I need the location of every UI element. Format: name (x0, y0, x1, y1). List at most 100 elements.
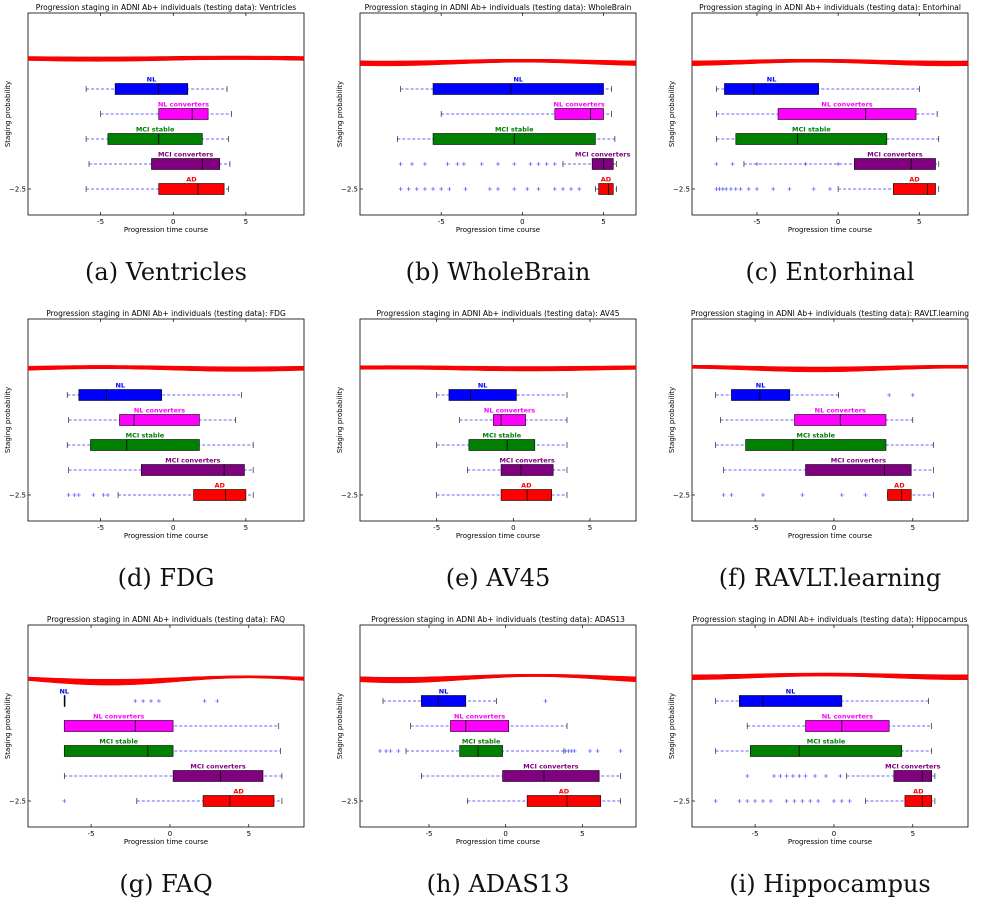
box-group-mci-converters: MCI converters (63, 763, 283, 782)
panel-hippocampus: Progression staging in ADNI Ab+ individu… (664, 612, 996, 918)
group-label: AD (186, 176, 197, 184)
panel-ravlt-learning: Progression staging in ADNI Ab+ individu… (664, 306, 996, 612)
box-group-mci-converters: MCI converters (88, 151, 231, 170)
y-axis-label: Staging probability (668, 693, 676, 759)
box-group-nl: NL (66, 382, 242, 401)
x-axis-label: Progression time course (456, 532, 540, 540)
box-group-ad: AD (398, 176, 617, 195)
box-nl-converters (493, 414, 526, 426)
box-group-ad: AD (721, 482, 934, 501)
flier-point (445, 162, 450, 166)
flier-point (388, 749, 393, 753)
box-mci-stable (750, 745, 903, 757)
panel-wholebrain: Progression staging in ADNI Ab+ individu… (332, 0, 664, 306)
flier-point (398, 187, 403, 191)
flier-point (760, 799, 765, 803)
group-label: MCI converters (831, 457, 886, 465)
group-label: MCI converters (158, 151, 213, 159)
box-nl-converters (158, 108, 209, 120)
flier-point (772, 774, 777, 778)
flier-point (577, 187, 582, 191)
x-tick-label: -5 (433, 524, 440, 532)
flier-point (760, 493, 765, 497)
group-label: AD (215, 482, 226, 490)
group-label: NL converters (454, 713, 505, 721)
flier-point (836, 162, 841, 166)
panel-adas13: Progression staging in ADNI Ab+ individu… (332, 612, 664, 918)
box-mci-stable (63, 745, 174, 757)
group-label: NL (478, 382, 488, 390)
box-group-mci-converters: MCI converters (723, 457, 934, 476)
staging-distribution-band (27, 675, 305, 686)
flier-point (496, 187, 500, 191)
staging-distribution-band (691, 58, 969, 67)
box-nl (448, 389, 517, 401)
panel-ventricles: Progression staging in ADNI Ab+ individu… (0, 0, 332, 306)
flier-point (156, 699, 161, 703)
box-group-mci-converters: MCI converters (398, 151, 630, 170)
flier-point (560, 187, 565, 191)
group-label: MCI stable (462, 738, 501, 746)
box-nl (114, 83, 189, 95)
group-label: MCI stable (797, 432, 836, 440)
flier-point (847, 799, 852, 803)
x-tick-label: 5 (911, 830, 915, 838)
panel-caption: (c) Entorhinal (745, 258, 915, 286)
group-label: MCI converters (523, 763, 578, 771)
flier-point (738, 187, 743, 191)
x-axis-label: Progression time course (124, 532, 208, 540)
flier-point (414, 187, 419, 191)
group-label: NL (756, 382, 766, 390)
box-mci-stable (107, 133, 203, 145)
plot-frame (691, 318, 969, 522)
flier-point (803, 774, 808, 778)
flier-point (771, 187, 776, 191)
flier-point (745, 799, 750, 803)
flier-point (552, 187, 557, 191)
x-axis-label: Progression time course (788, 226, 872, 234)
box-group-mci-converters: MCI converters (467, 457, 568, 476)
panel-caption: (i) Hippocampus (729, 870, 931, 898)
box-group-mci-stable: MCI stable (436, 432, 568, 451)
box-ad (500, 489, 552, 501)
box-group-mci-stable: MCI stable (66, 432, 254, 451)
x-tick-label: -5 (752, 524, 759, 532)
y-tick-label: −2.5 (673, 492, 690, 500)
box-nl (739, 695, 843, 707)
flier-point (552, 162, 557, 166)
flier-point (816, 799, 821, 803)
plot-frame (359, 318, 637, 522)
flier-point (398, 162, 403, 166)
plot-frame (27, 12, 305, 216)
group-label: NL converters (93, 713, 144, 721)
flier-point (525, 187, 530, 191)
flier-point (728, 187, 733, 191)
flier-point (713, 799, 718, 803)
box-group-nl: NL (85, 76, 228, 95)
y-axis-label: Staging probability (4, 81, 12, 147)
flier-point (479, 162, 484, 166)
x-tick-label: -5 (97, 524, 104, 532)
flier-point (536, 187, 541, 191)
x-tick-label: 0 (832, 830, 836, 838)
flier-point (588, 749, 592, 753)
x-tick-label: 5 (917, 218, 921, 226)
flier-point (455, 162, 460, 166)
flier-point (431, 187, 436, 191)
flier-point (396, 749, 401, 753)
flier-point (463, 187, 468, 191)
staging-distribution-band (691, 672, 969, 680)
box-ad (193, 489, 247, 501)
flier-point (808, 799, 813, 803)
box-ad (893, 183, 936, 195)
x-tick-label: -5 (752, 830, 759, 838)
flier-point (618, 749, 623, 753)
panel-entorhinal: Progression staging in ADNI Ab+ individu… (664, 0, 996, 306)
flier-point (461, 162, 466, 166)
boxplot-chart: Progression staging in ADNI Ab+ individu… (668, 615, 969, 846)
flier-point (512, 187, 517, 191)
flier-point (800, 493, 805, 497)
x-tick-label: 0 (171, 218, 175, 226)
x-axis-label: Progression time course (788, 532, 872, 540)
box-nl-converters (450, 720, 510, 732)
